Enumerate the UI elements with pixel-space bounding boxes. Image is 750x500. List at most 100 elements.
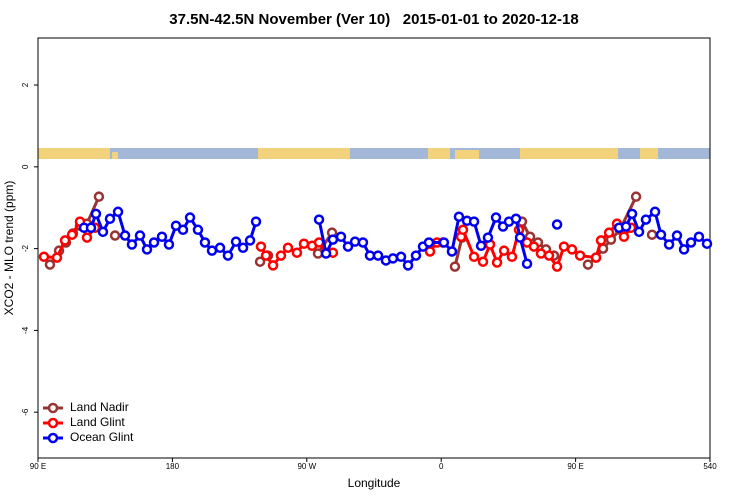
data-point xyxy=(640,214,652,225)
data-point xyxy=(44,259,56,270)
y-axis-label: XCO2 - MLO trend (ppm) xyxy=(2,181,16,316)
data-point xyxy=(244,235,256,246)
data-point xyxy=(595,235,607,246)
x-tick-label: 90 E xyxy=(567,462,583,471)
y-tick-label: -2 xyxy=(21,245,30,253)
x-tick-label: 180 xyxy=(166,462,180,471)
data-point xyxy=(104,213,116,225)
data-point xyxy=(81,232,93,243)
data-point xyxy=(521,258,533,269)
data-point xyxy=(551,219,563,230)
data-point xyxy=(163,239,175,250)
data-point xyxy=(109,230,121,241)
x-tick-label: 540 xyxy=(703,462,717,471)
data-point xyxy=(626,208,638,220)
data-point xyxy=(372,250,384,261)
land-ocean-strip xyxy=(38,148,710,159)
data-point xyxy=(701,238,713,249)
legend-marker xyxy=(47,417,59,429)
data-point xyxy=(663,239,675,250)
data-point xyxy=(498,245,510,256)
data-point xyxy=(506,251,518,263)
data-point xyxy=(395,251,407,263)
data-point xyxy=(402,260,414,271)
data-point xyxy=(313,214,325,225)
data-point xyxy=(475,240,487,252)
y-tick-label: -6 xyxy=(21,408,30,416)
data-point xyxy=(482,232,494,243)
data-point xyxy=(237,242,249,254)
data-point xyxy=(260,250,272,261)
data-point xyxy=(85,222,97,234)
data-point xyxy=(410,250,422,261)
y-tick-label: 0 xyxy=(21,164,30,169)
data-point xyxy=(38,251,50,263)
data-point xyxy=(649,206,661,218)
legend-label: Land Glint xyxy=(70,415,125,429)
x-tick-label: 90 W xyxy=(297,462,316,471)
data-point xyxy=(255,241,267,252)
data-point xyxy=(97,226,109,238)
data-point xyxy=(453,211,465,222)
legend-marker xyxy=(47,432,59,444)
data-point xyxy=(620,221,632,232)
data-point xyxy=(126,239,138,250)
data-point xyxy=(156,231,168,243)
legend-label: Land Nadir xyxy=(70,400,129,414)
data-point xyxy=(566,244,578,255)
data-point xyxy=(298,238,310,249)
data-point xyxy=(633,226,645,238)
data-point xyxy=(671,230,683,241)
data-point xyxy=(327,234,339,245)
data-point xyxy=(51,252,63,263)
data-point xyxy=(543,250,555,261)
data-point xyxy=(449,261,461,272)
data-point xyxy=(134,230,146,241)
data-point xyxy=(177,224,189,236)
data-point xyxy=(112,206,124,218)
data-point xyxy=(282,242,294,254)
data-point xyxy=(250,216,262,227)
data-point xyxy=(558,241,570,252)
data-point xyxy=(93,191,105,202)
data-point xyxy=(275,250,287,261)
data-point xyxy=(320,248,332,259)
data-point xyxy=(618,231,630,243)
y-tick-label: -4 xyxy=(21,326,30,334)
data-point xyxy=(254,256,266,267)
data-point xyxy=(551,261,563,272)
data-point xyxy=(192,224,204,236)
x-axis-label: Longitude xyxy=(348,476,401,490)
data-point xyxy=(184,212,196,223)
data-point xyxy=(387,253,399,264)
data-point xyxy=(646,229,658,240)
x-tick-label: 0 xyxy=(439,462,444,471)
data-point xyxy=(364,250,376,261)
y-tick-label: 2 xyxy=(21,82,30,87)
data-point xyxy=(291,247,303,258)
data-point xyxy=(230,236,242,247)
data-point xyxy=(685,237,697,248)
data-point xyxy=(423,237,435,248)
data-point xyxy=(59,235,71,246)
legend-marker xyxy=(47,402,59,414)
data-point xyxy=(491,257,503,268)
data-point xyxy=(438,237,450,248)
chart-title: 37.5N-42.5N November (Ver 10) 2015-01-01… xyxy=(169,11,578,28)
data-point xyxy=(90,208,102,220)
data-point xyxy=(590,252,602,263)
data-point xyxy=(199,237,211,248)
data-point xyxy=(514,232,526,243)
data-point xyxy=(582,259,594,270)
data-point xyxy=(477,256,489,267)
data-point xyxy=(678,244,690,255)
data-point xyxy=(510,213,522,225)
data-point xyxy=(206,245,218,256)
data-point xyxy=(446,246,458,257)
data-point xyxy=(342,241,354,252)
plot-frame xyxy=(37,37,711,459)
data-point xyxy=(141,244,153,255)
data-point xyxy=(148,237,160,248)
x-tick-label: 90 E xyxy=(30,462,46,471)
